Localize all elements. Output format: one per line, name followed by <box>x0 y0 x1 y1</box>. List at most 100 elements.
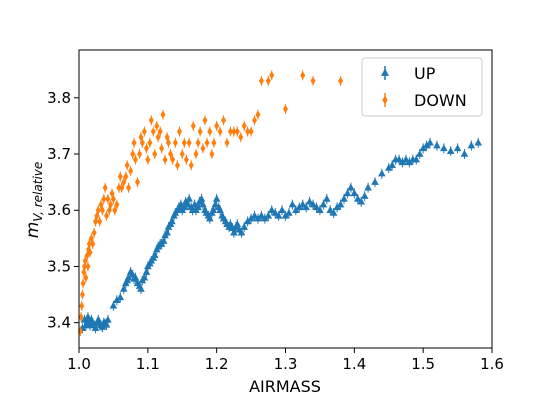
y-tick-label: 3.7 <box>47 145 71 163</box>
legend: UP DOWN <box>361 57 483 117</box>
data-point <box>162 155 168 164</box>
data-point <box>207 127 213 136</box>
data-point <box>295 203 304 211</box>
x-tick-label: 1.1 <box>136 355 160 373</box>
data-point <box>292 206 300 213</box>
data-point <box>231 127 237 136</box>
data-point <box>190 200 199 208</box>
data-point <box>179 149 185 159</box>
data-point <box>93 217 99 226</box>
data-point <box>86 239 92 249</box>
data-point <box>395 155 403 163</box>
data-point <box>108 200 114 209</box>
data-point <box>237 228 246 236</box>
data-point <box>119 183 125 192</box>
data-point <box>164 132 170 142</box>
data-point <box>116 293 125 301</box>
data-point <box>264 211 273 219</box>
legend-label: UP <box>414 64 436 83</box>
data-point <box>90 239 96 249</box>
data-point <box>159 236 168 244</box>
data-point <box>80 279 86 288</box>
data-point <box>412 155 421 163</box>
data-point <box>405 158 414 166</box>
data-point <box>88 234 94 243</box>
data-point <box>197 127 203 136</box>
data-point <box>282 104 289 114</box>
data-point <box>101 194 107 204</box>
data-point <box>343 189 352 197</box>
data-point <box>134 177 141 187</box>
data-point <box>81 267 87 277</box>
data-point <box>110 194 116 204</box>
data-point <box>168 217 176 225</box>
data-point <box>214 121 220 131</box>
data-point <box>197 194 206 202</box>
data-point <box>433 141 441 149</box>
y-axis-label-sub: V, relative <box>31 162 45 222</box>
data-point <box>426 138 434 146</box>
data-point <box>194 203 202 211</box>
data-point <box>113 296 121 303</box>
data-point <box>398 158 407 166</box>
data-point <box>83 273 89 282</box>
legend-box <box>361 57 483 117</box>
data-point <box>181 138 187 147</box>
data-point <box>440 144 448 152</box>
data-point <box>147 138 153 147</box>
data-point <box>217 127 223 136</box>
data-point <box>137 149 143 159</box>
data-point <box>159 144 165 153</box>
data-point <box>174 161 180 170</box>
data-point <box>112 206 118 215</box>
data-point <box>265 76 271 86</box>
data-point <box>185 194 193 202</box>
y-tick-label: 3.8 <box>47 89 71 107</box>
data-point <box>87 248 93 257</box>
data-point <box>148 116 154 125</box>
data-point <box>154 121 160 131</box>
data-point <box>384 163 393 171</box>
data-point <box>123 172 129 181</box>
data-point <box>230 228 238 236</box>
data-point <box>305 197 314 205</box>
y-tick-label: 3.4 <box>47 314 71 332</box>
data-point <box>165 138 172 147</box>
data-point <box>364 183 372 191</box>
data-point <box>116 183 122 192</box>
data-point <box>82 256 88 266</box>
data-point <box>360 191 369 199</box>
data-point <box>97 217 103 226</box>
data-point <box>310 76 316 86</box>
data-point <box>338 76 344 86</box>
data-point <box>145 155 151 164</box>
data-point <box>124 161 130 170</box>
data-point <box>274 211 283 219</box>
data-point <box>186 138 192 147</box>
x-tick-label: 1.6 <box>480 355 504 373</box>
series-down <box>77 70 344 337</box>
data-point <box>102 320 111 328</box>
data-point <box>254 214 262 222</box>
data-point <box>150 251 159 258</box>
x-tick-label: 1.5 <box>411 355 435 373</box>
x-axis-ticks: 1.0 1.1 1.2 1.3 1.4 1.5 1.6 <box>67 348 504 373</box>
data-point <box>267 206 276 213</box>
data-point <box>211 200 220 208</box>
data-point <box>258 76 264 86</box>
data-point <box>99 206 105 215</box>
data-point <box>378 169 386 177</box>
data-point <box>124 273 133 281</box>
data-point <box>157 127 163 136</box>
data-point <box>247 214 255 222</box>
y-axis-label-main: m <box>23 222 43 239</box>
data-point <box>402 155 410 163</box>
data-point <box>121 177 127 187</box>
data-point <box>172 138 178 147</box>
x-tick-label: 1.4 <box>342 355 366 373</box>
data-point <box>117 172 123 181</box>
data-point <box>326 206 335 213</box>
data-point <box>250 211 259 219</box>
data-point <box>257 211 266 219</box>
data-point <box>353 194 362 202</box>
